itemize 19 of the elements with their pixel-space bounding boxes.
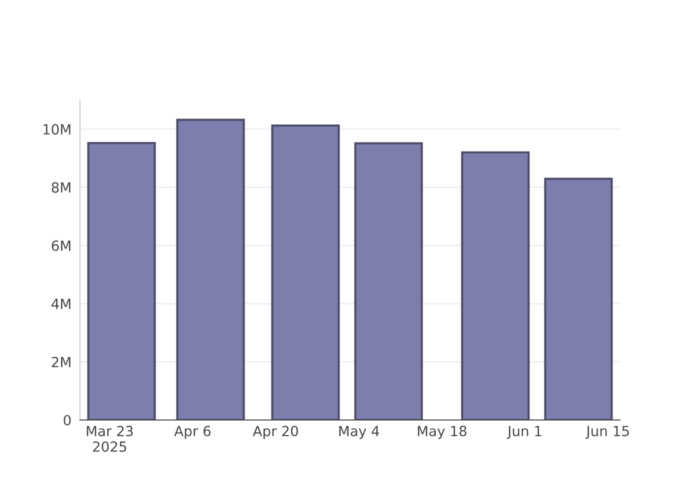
x-tick-label: Jun 15: [586, 426, 629, 439]
bar: [87, 142, 156, 420]
y-tick-label: 8M: [52, 182, 70, 193]
bar: [176, 118, 245, 420]
x-tick-label: Apr 6: [174, 426, 211, 439]
y-tick-label: 0: [64, 414, 71, 426]
x-tick-label: Mar 23 2025: [86, 426, 133, 452]
bar: [354, 142, 423, 420]
bar: [271, 124, 340, 420]
x-tick-label: May 18: [418, 426, 466, 439]
bar: [461, 151, 530, 420]
x-tick-label: Apr 20: [252, 426, 298, 439]
bar: [544, 178, 613, 420]
y-tick-label: 4M: [52, 298, 70, 309]
y-tick-label: 2M: [52, 356, 70, 368]
y-tick-label: 10M: [44, 124, 70, 135]
x-tick-label: Jun 1: [506, 426, 542, 439]
x-tick-label: May 4: [339, 426, 380, 439]
y-tick-label: 6M: [52, 240, 70, 251]
